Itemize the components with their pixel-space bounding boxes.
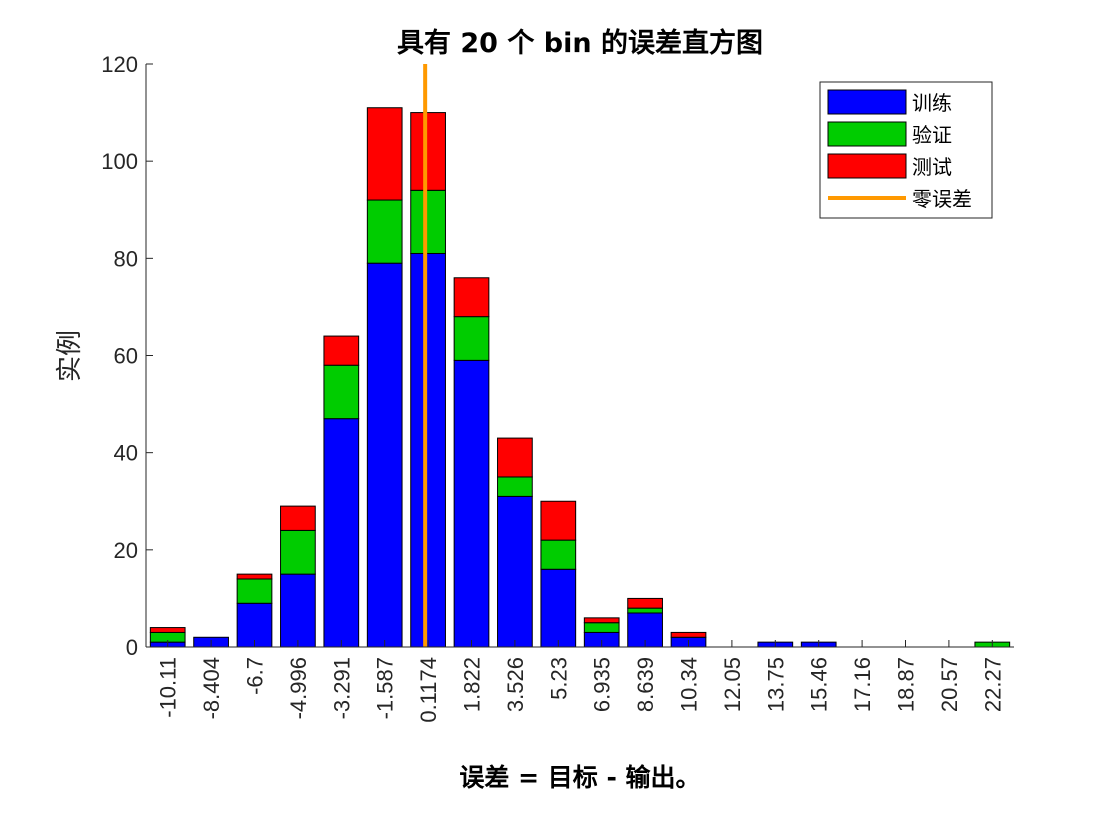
bar-segment <box>497 437 533 478</box>
x-tick-label: -1.587 <box>373 657 398 719</box>
bar-segment <box>280 573 316 648</box>
y-tick-label: 20 <box>114 538 138 563</box>
bar-segment <box>627 597 663 609</box>
x-tick-label: 3.526 <box>503 657 528 712</box>
bar-segment <box>583 622 620 633</box>
bar-segment <box>323 364 360 420</box>
bar-segment <box>366 262 403 648</box>
x-tick-label: 13.75 <box>763 657 788 712</box>
x-tick-label: 17.16 <box>850 657 875 712</box>
bar-segment <box>236 573 273 580</box>
x-tick-label: -10.11 <box>156 657 181 718</box>
bar-segment <box>453 316 490 361</box>
legend-label: 验证 <box>912 123 952 147</box>
bar-segment <box>497 495 533 648</box>
bar-segment <box>323 418 360 648</box>
x-tick-label: 1.822 <box>460 657 485 712</box>
legend-label: 零误差 <box>912 187 972 211</box>
bar-segment <box>540 500 577 541</box>
legend-swatch <box>827 121 907 147</box>
x-tick-label: 8.639 <box>633 657 658 712</box>
x-axis-label: 误差 = 目标 - 输出。 <box>459 763 700 792</box>
x-tick-label: 20.57 <box>937 657 962 712</box>
bar-segment <box>670 631 707 638</box>
x-tick-label: -8.404 <box>199 657 224 719</box>
chart-title: 具有 20 个 bin 的误差直方图 <box>397 27 763 59</box>
y-tick-label: 100 <box>101 149 138 174</box>
bar-segment <box>236 578 273 604</box>
bar-segment <box>366 199 403 264</box>
x-tick-label: 15.46 <box>807 657 832 712</box>
bar-segment <box>280 505 316 531</box>
x-tick-label: 18.87 <box>894 657 919 712</box>
y-ticks-layer: 0 20 40 60 80 100 120 <box>101 52 153 660</box>
x-tick-label: 0.1174 <box>416 657 441 723</box>
y-tick-label: 80 <box>114 246 138 271</box>
y-tick-label: 60 <box>114 344 138 369</box>
x-tick-label: 5.23 <box>546 657 571 700</box>
bar-segment <box>323 335 360 366</box>
y-axis-label: 实例 <box>55 330 85 382</box>
x-tick-label: -3.291 <box>329 657 354 719</box>
x-tick-label: -4.996 <box>286 657 311 719</box>
bar-segment <box>366 107 403 201</box>
x-tick-label: -6.7 <box>243 657 268 695</box>
bar-segment <box>540 568 577 648</box>
bar-segment <box>280 529 316 575</box>
bar-segment <box>410 112 446 191</box>
legend-swatch <box>827 89 907 115</box>
bar-segment <box>453 359 490 648</box>
y-tick-label: 40 <box>114 441 138 466</box>
bar-segment <box>583 617 620 624</box>
x-ticks-layer: -10.11 -8.404 -6.7 -4.996 -3.291 -1.587 0.1174… <box>156 640 1005 723</box>
bar-segment <box>410 189 446 254</box>
bar-segment <box>410 252 446 648</box>
y-tick-label: 0 <box>126 635 138 660</box>
legend-label: 测试 <box>912 155 952 179</box>
legend-label: 训练 <box>912 91 952 115</box>
bar-segment <box>453 277 490 318</box>
bar-segment <box>149 627 186 633</box>
bar-segment <box>540 539 577 570</box>
x-tick-label: 22.27 <box>980 657 1005 712</box>
bar-segment <box>627 607 663 614</box>
x-tick-label: 12.05 <box>720 657 745 712</box>
y-tick-label: 120 <box>101 52 138 77</box>
x-tick-label: 6.935 <box>590 657 615 712</box>
x-tick-label: 10.34 <box>677 657 702 712</box>
bar-segment <box>497 476 533 497</box>
legend-swatch <box>827 153 907 179</box>
bar-segment <box>236 602 273 648</box>
